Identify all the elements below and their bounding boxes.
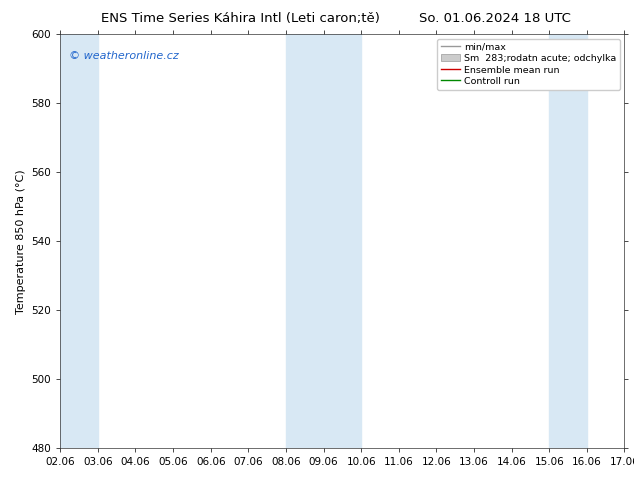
Bar [286,34,361,448]
Text: © weatheronline.cz: © weatheronline.cz [68,51,178,61]
Bar [549,34,587,448]
Text: ENS Time Series Káhira Intl (Leti caron;tě): ENS Time Series Káhira Intl (Leti caron;… [101,12,380,25]
Legend: min/max, Sm  283;rodatn acute; odchylka, Ensemble mean run, Controll run: min/max, Sm 283;rodatn acute; odchylka, … [437,39,620,90]
Bar [60,34,98,448]
Y-axis label: Temperature 850 hPa (°C): Temperature 850 hPa (°C) [16,169,26,314]
Text: So. 01.06.2024 18 UTC: So. 01.06.2024 18 UTC [418,12,571,25]
